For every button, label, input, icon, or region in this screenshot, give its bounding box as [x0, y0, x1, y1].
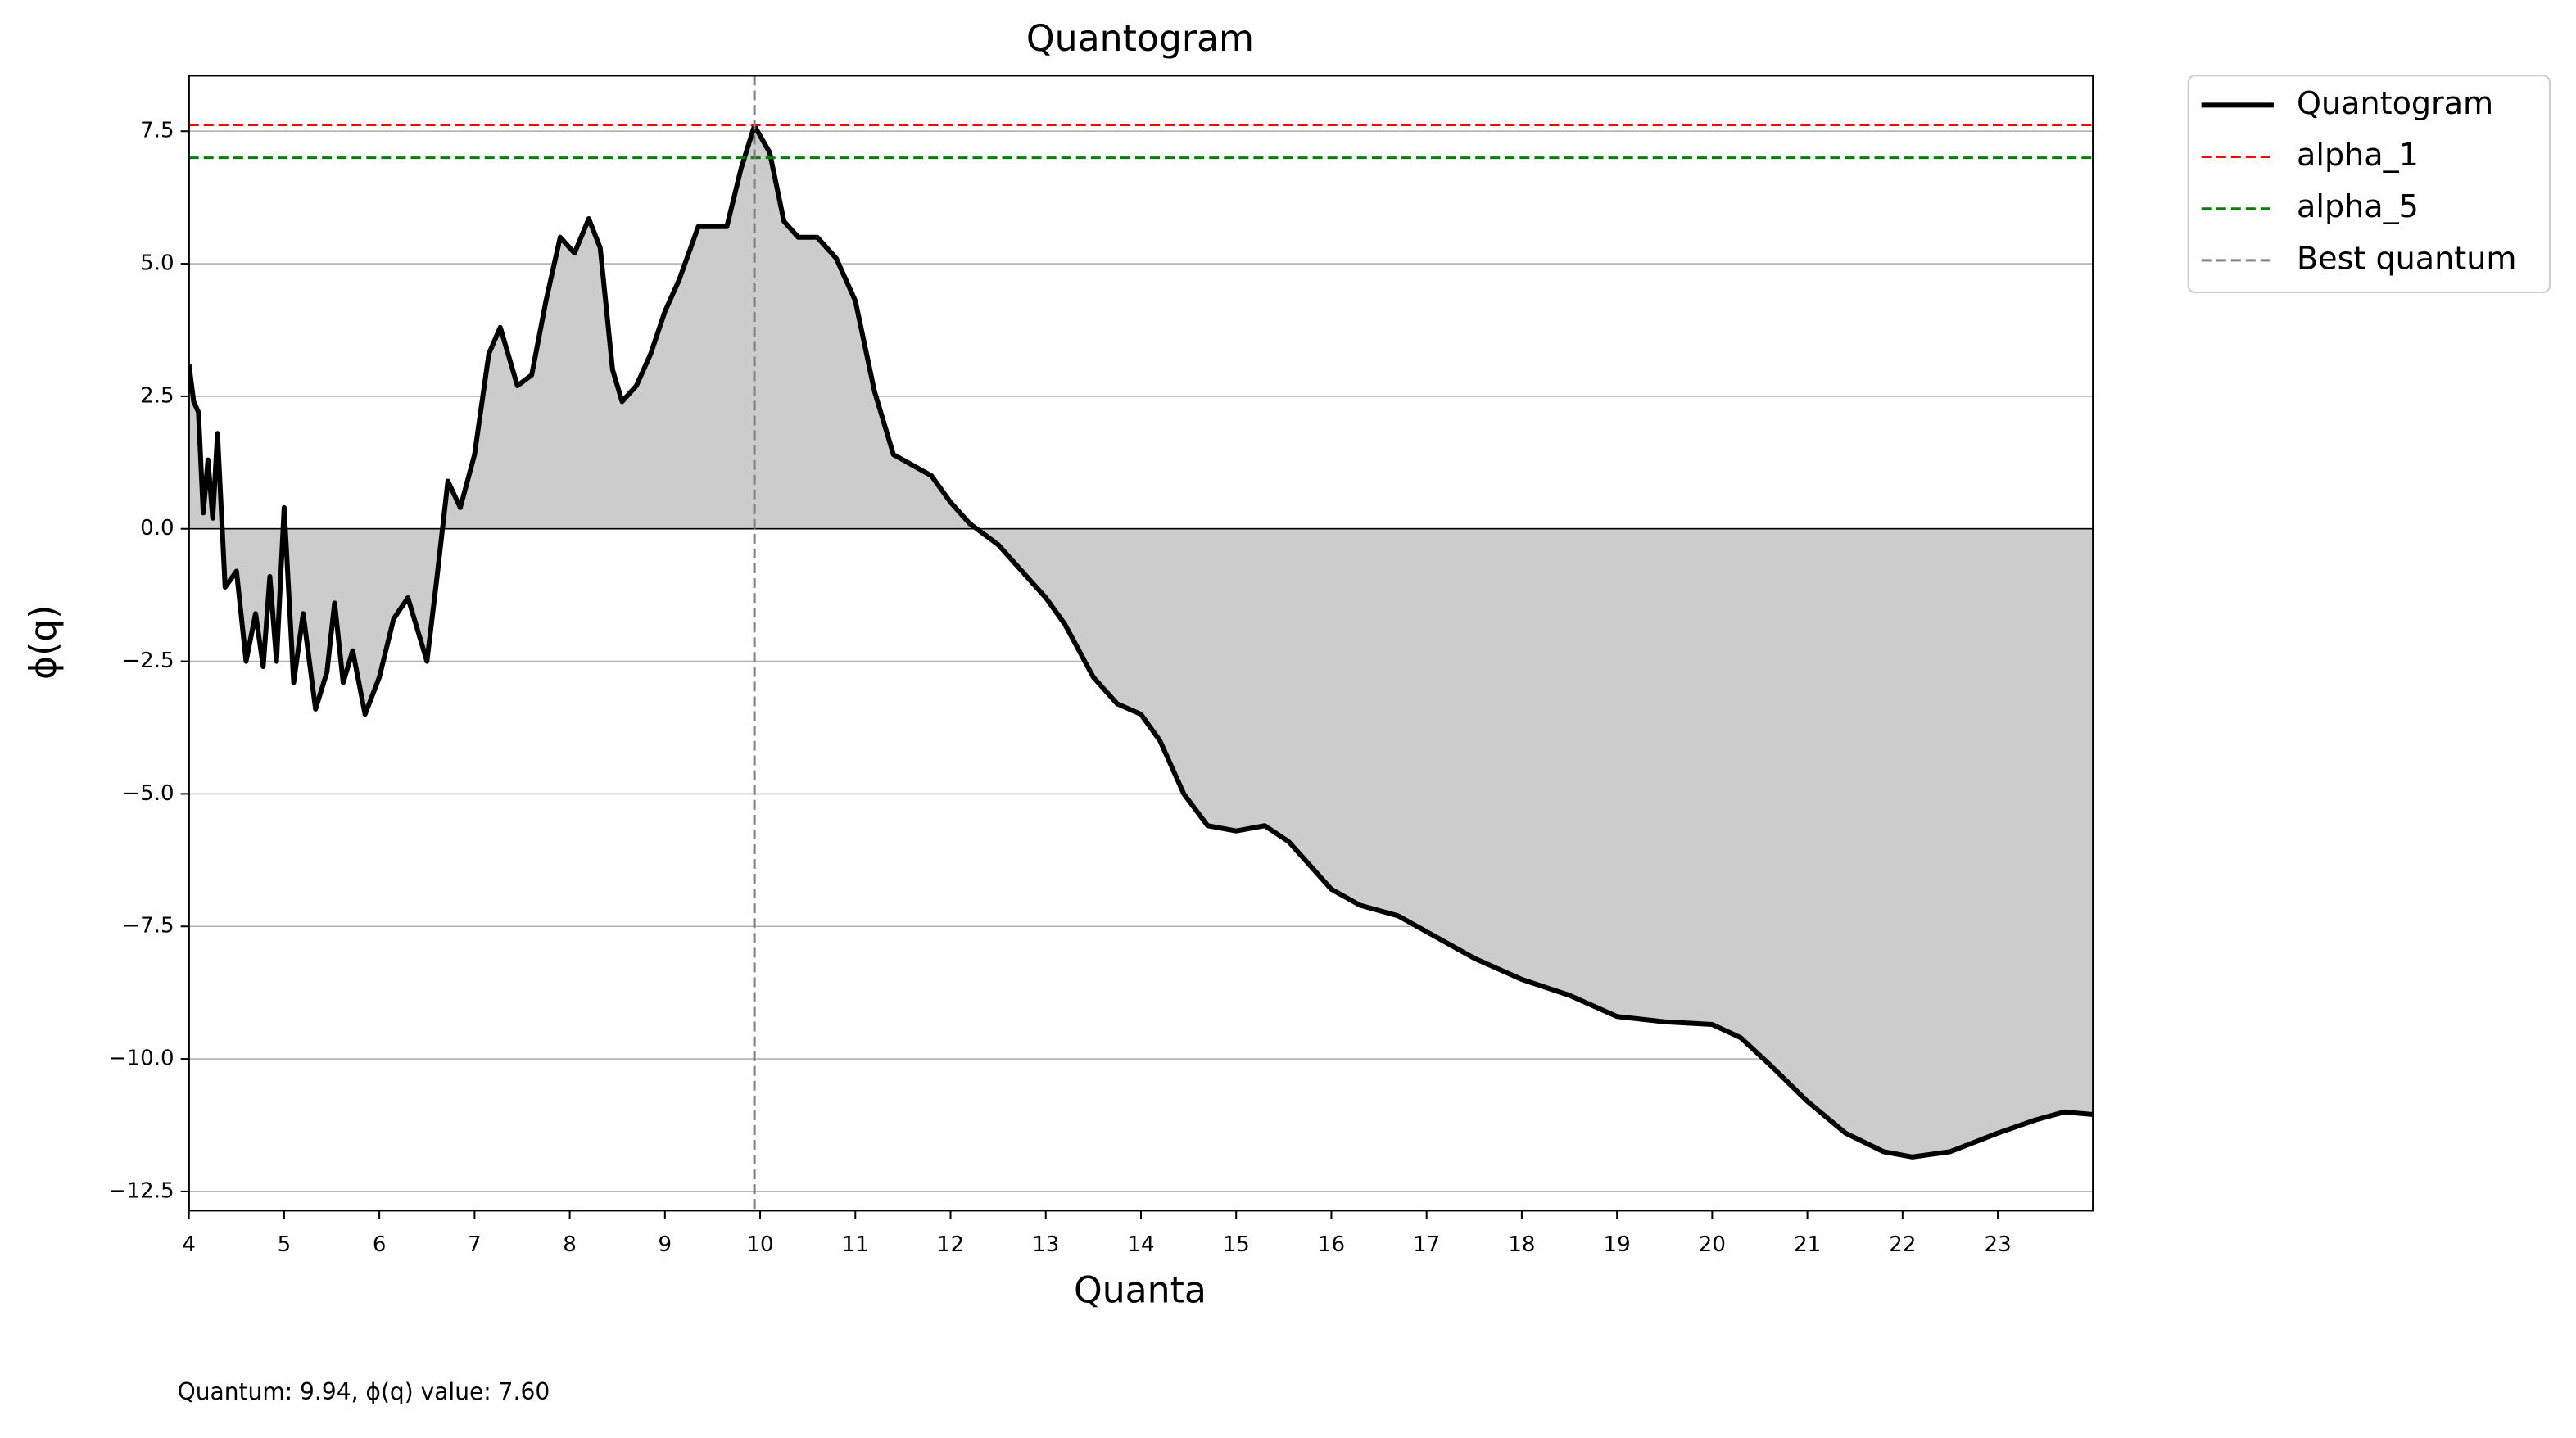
y-tick-label: −10.0: [109, 1047, 174, 1071]
x-tick-label: 18: [1508, 1232, 1535, 1257]
y-tick-label: −5.0: [122, 781, 174, 806]
x-tick-label: 6: [373, 1232, 387, 1257]
x-tick-label: 12: [937, 1232, 964, 1257]
y-tick-label: −7.5: [122, 914, 174, 938]
x-tick-label: 19: [1604, 1232, 1631, 1257]
y-tick-label: −12.5: [109, 1178, 174, 1203]
x-tick-label: 23: [1984, 1232, 2011, 1257]
x-tick-label: 7: [468, 1232, 482, 1257]
annotation: Quantum: 9.94, ϕ(q) value: 7.60: [178, 1378, 550, 1405]
area: [188, 125, 2094, 1157]
x-tick-label: 4: [182, 1232, 196, 1257]
x-tick-label: 16: [1318, 1232, 1345, 1257]
legend-label: Best quantum: [2297, 240, 2516, 276]
x-tick-label: 9: [659, 1232, 672, 1257]
x-axis-label: Quanta: [1074, 1270, 1207, 1312]
legend: Quantogram alpha_1 alpha_5 Best quantum: [2201, 85, 2516, 276]
chart-title: Quantogram: [1026, 18, 1254, 60]
y-axis-label: ϕ(q): [23, 604, 65, 680]
x-tick-label: 22: [1889, 1232, 1916, 1257]
legend-label: alpha_5: [2297, 188, 2419, 224]
x-tick-label: 13: [1032, 1232, 1059, 1257]
legend-label: alpha_1: [2297, 137, 2419, 173]
y-tick-label: −2.5: [122, 649, 174, 673]
y-tick-label: 2.5: [140, 383, 174, 408]
legend-box: [2187, 75, 2551, 294]
x-tick-label: 10: [746, 1232, 773, 1257]
x-tick-label: 11: [842, 1232, 869, 1257]
line: [188, 123, 2094, 1160]
ticks: 7.5 5.0 2.5 0.0 −2.5 −5.0 −7.5 −10.0 −12.5 4 5 6 7 8 9…: [109, 119, 2012, 1257]
y-tick-label: 7.5: [140, 119, 174, 143]
x-tick-label: 8: [563, 1232, 577, 1257]
x-tick-label: 21: [1794, 1232, 1821, 1257]
x-tick-label: 14: [1127, 1232, 1154, 1257]
plot-area: [188, 75, 2094, 1211]
y-tick-label: 5.0: [140, 251, 174, 276]
y-tick-label: 0.0: [140, 516, 174, 540]
legend-label: Quantogram: [2297, 85, 2493, 121]
x-tick-label: 17: [1413, 1232, 1440, 1257]
x-tick-label: 15: [1223, 1232, 1250, 1257]
x-tick-label: 5: [278, 1232, 292, 1257]
x-tick-label: 20: [1699, 1232, 1726, 1257]
